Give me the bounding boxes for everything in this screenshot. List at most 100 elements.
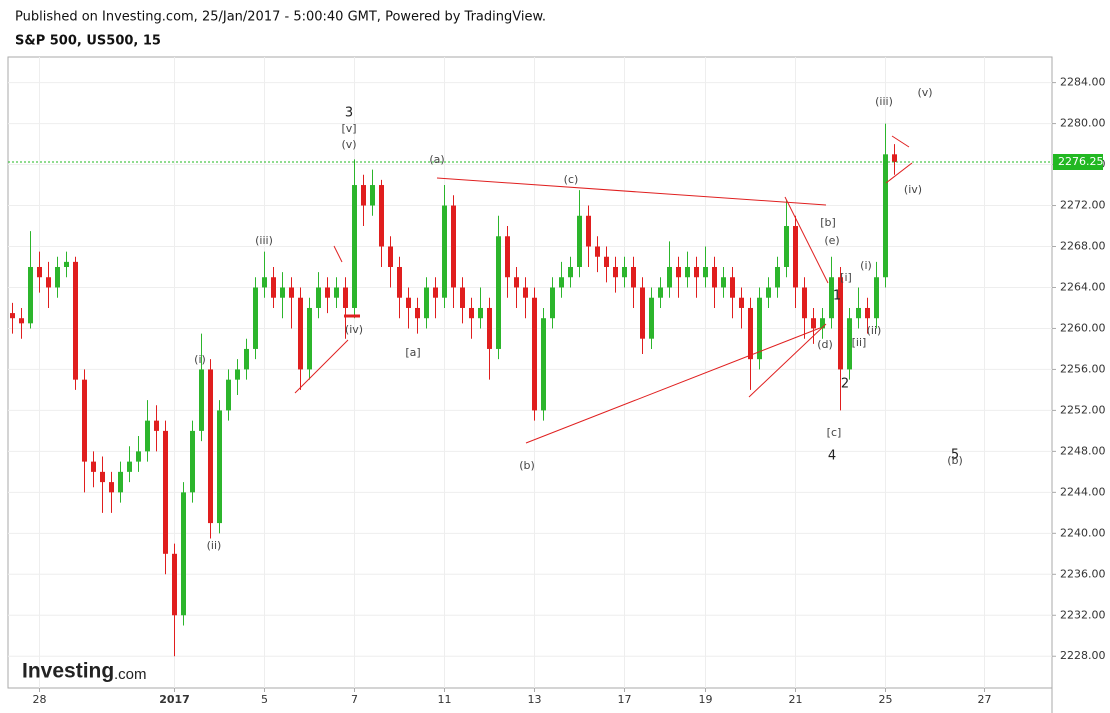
wave-label: (e): [824, 234, 839, 247]
candle-body: [613, 266, 618, 278]
candle-body: [523, 287, 528, 298]
candle-body: [370, 185, 375, 206]
wave-label: (iii): [875, 95, 893, 108]
candle-body: [640, 287, 645, 339]
candle-body: [856, 307, 861, 319]
wave-label: (ii): [207, 539, 222, 552]
candle-body: [622, 266, 627, 278]
candle-body: [595, 246, 600, 257]
x-tick-label: 11: [438, 693, 452, 706]
candle-body: [37, 266, 42, 278]
x-tick-label: 7: [351, 693, 358, 706]
candle-body: [874, 277, 879, 319]
y-tick-label: 2256.00: [1060, 362, 1106, 375]
candle-body: [478, 307, 483, 319]
candle-body: [847, 318, 852, 370]
candle-body: [667, 266, 672, 288]
trend-line: [784, 196, 829, 284]
wave-label: 3: [345, 106, 353, 121]
logo-suffix: .com: [114, 666, 147, 683]
candle-body: [325, 287, 330, 298]
candle-body: [451, 205, 456, 288]
wave-label: (iv): [345, 323, 363, 336]
y-tick-label: 2232.00: [1060, 608, 1106, 621]
y-tick-label: 2264.00: [1060, 280, 1106, 293]
trend-line: [525, 327, 821, 444]
candle-body: [505, 236, 510, 278]
wave-label: 2: [841, 377, 849, 392]
x-tick-label: 28: [33, 693, 47, 706]
candle-body: [217, 410, 222, 524]
candle-body: [460, 287, 465, 308]
candle-body: [631, 266, 636, 288]
candle-body: [883, 154, 888, 278]
y-tick-label: 2284.00: [1060, 76, 1106, 89]
candle-body: [541, 318, 546, 411]
candle-body: [604, 256, 609, 267]
wave-label: (ii): [867, 324, 882, 337]
candle-body: [199, 369, 204, 431]
published-note: Published on Investing.com, 25/Jan/2017 …: [15, 10, 546, 25]
candle-body: [379, 185, 384, 247]
candle-body: [550, 287, 555, 319]
trend-line: [885, 162, 913, 184]
x-tick-label: 17: [618, 693, 632, 706]
wave-label: [c]: [827, 426, 842, 439]
candle-body: [739, 297, 744, 308]
candle-body: [676, 266, 681, 278]
candle-body: [568, 266, 573, 278]
candle-body: [343, 287, 348, 308]
wave-label: (i): [860, 259, 872, 272]
candle-body: [118, 471, 123, 493]
wave-label: [v]: [341, 122, 356, 135]
candle-body: [829, 277, 834, 319]
candle-body: [559, 277, 564, 288]
candle-body: [730, 277, 735, 298]
wave-label: (v): [341, 138, 356, 151]
x-tick-label: 5: [261, 693, 268, 706]
candle-body: [433, 287, 438, 298]
candle-body: [793, 226, 798, 288]
candle-body: [577, 215, 582, 267]
y-tick-label: 2272.00: [1060, 199, 1106, 212]
candle-body: [361, 185, 366, 206]
candle-body: [694, 266, 699, 278]
candle-body: [154, 420, 159, 431]
logo: Investing .com: [22, 660, 147, 683]
wave-label: (b): [947, 454, 963, 467]
wave-label: [b]: [820, 216, 836, 229]
candle-body: [73, 261, 78, 380]
y-tick-label: 2260.00: [1060, 321, 1106, 334]
candle-body: [352, 185, 357, 308]
wave-label: (b): [519, 459, 535, 472]
candle-body: [415, 307, 420, 319]
candle-body: [82, 379, 87, 462]
candle-body: [784, 226, 789, 267]
wave-label: (i): [194, 353, 206, 366]
candle-body: [586, 215, 591, 247]
trend-line: [436, 177, 827, 206]
wave-label: (d): [817, 338, 833, 351]
trend-line: [891, 135, 910, 148]
candle-body: [487, 307, 492, 349]
candle-body: [649, 297, 654, 339]
plot-frame: [7, 56, 1053, 689]
candle-body: [64, 261, 69, 267]
wave-label: [ii]: [852, 336, 867, 349]
x-tick-label: 25: [879, 693, 893, 706]
candle-body: [91, 461, 96, 472]
y-tick-label: 2252.00: [1060, 403, 1106, 416]
candle-body: [109, 482, 114, 493]
y-tick-label: 2268.00: [1060, 240, 1106, 253]
candle-body: [712, 266, 717, 288]
candle-body: [703, 266, 708, 278]
candle-body: [181, 492, 186, 616]
candle-body: [766, 287, 771, 298]
candle-body: [163, 430, 168, 554]
candle-body: [514, 277, 519, 288]
wave-label: 1: [833, 289, 841, 304]
candle-body: [532, 297, 537, 411]
wave-label: (v): [917, 86, 932, 99]
candle-body: [334, 287, 339, 298]
